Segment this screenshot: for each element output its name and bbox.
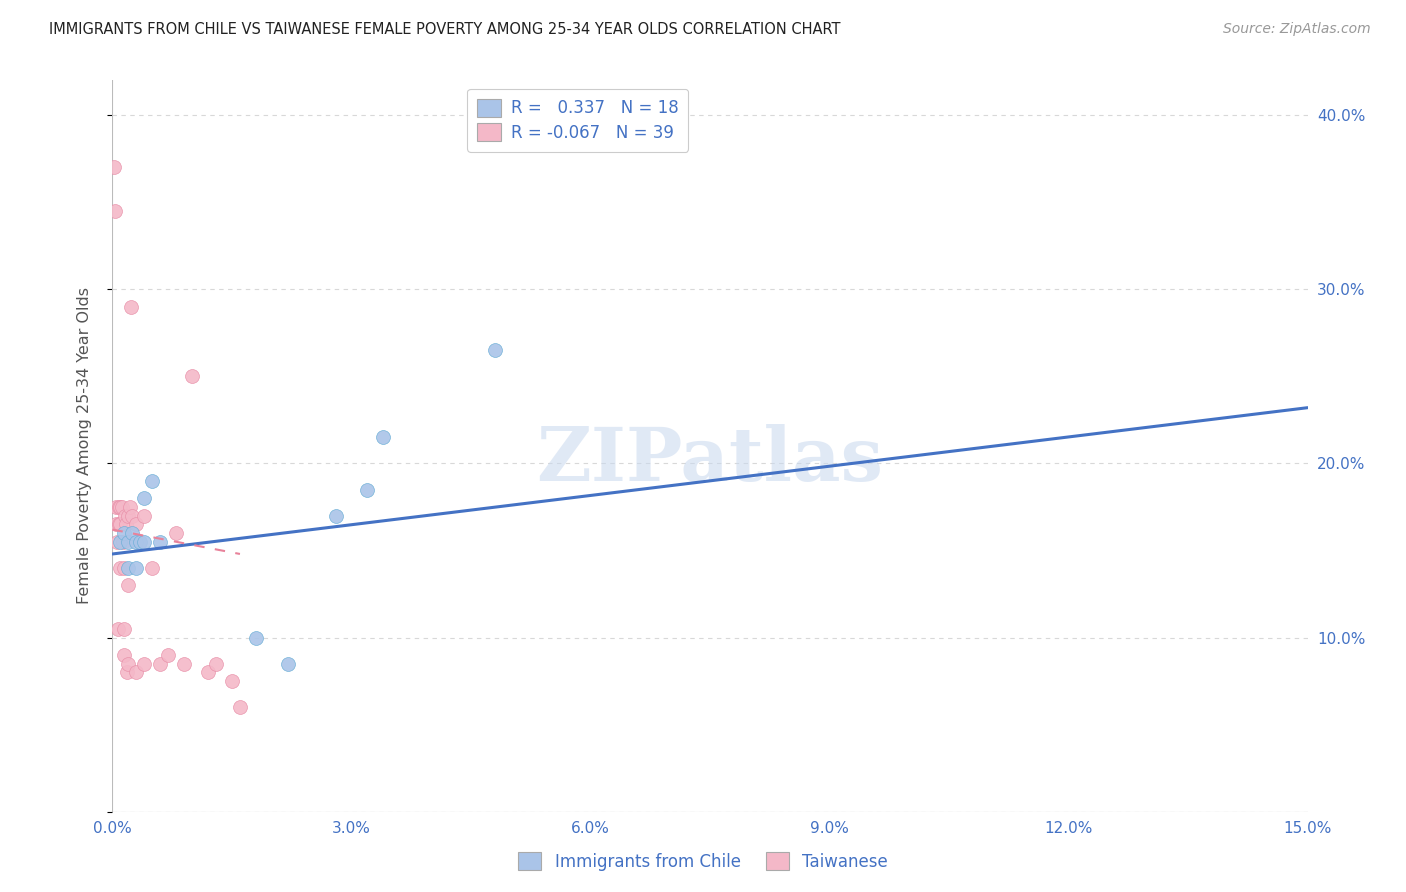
Point [134,534,156,549]
Point [114,622,135,636]
Point [111,500,134,514]
Point [134,508,156,523]
Point [108,517,131,532]
Point [107,622,129,636]
Point [277,657,299,671]
Point [112,561,135,575]
Point [181,369,204,384]
Point [205,657,228,671]
Point [121,526,143,541]
Point [245,631,267,645]
Point [325,508,347,523]
Point [111,534,134,549]
Legend: Immigrants from Chile, Taiwanese: Immigrants from Chile, Taiwanese [509,844,897,880]
Point [115,665,138,680]
Point [129,534,152,549]
Point [114,526,135,541]
Point [118,500,141,514]
Point [117,534,139,549]
Point [125,665,148,680]
Point [108,500,131,514]
Point [115,517,138,532]
Point [114,648,135,662]
Point [173,657,195,671]
Point [373,430,395,444]
Point [197,665,219,680]
Legend: R =   0.337   N = 18, R = -0.067   N = 39: R = 0.337 N = 18, R = -0.067 N = 39 [467,88,689,152]
Point [221,674,243,689]
Point [117,561,139,575]
Point [117,578,139,592]
Point [141,561,163,575]
Point [125,517,148,532]
Point [141,474,163,488]
Point [134,491,156,506]
Point [157,648,180,662]
Point [121,508,143,523]
Point [149,534,172,549]
Point [110,534,132,549]
Point [105,517,128,532]
Point [117,508,139,523]
Point [117,657,139,671]
Point [134,657,156,671]
Point [120,300,142,314]
Point [149,657,172,671]
Point [104,203,127,218]
Point [105,500,128,514]
Text: Source: ZipAtlas.com: Source: ZipAtlas.com [1223,22,1371,37]
Point [125,561,148,575]
Point [110,517,132,532]
Point [110,500,132,514]
Y-axis label: Female Poverty Among 25-34 Year Olds: Female Poverty Among 25-34 Year Olds [77,287,91,605]
Point [125,534,148,549]
Point [108,561,131,575]
Point [356,483,378,497]
Text: ZIPatlas: ZIPatlas [537,424,883,497]
Point [103,161,125,175]
Point [165,526,187,541]
Point [484,343,506,358]
Point [105,534,128,549]
Point [114,508,136,523]
Text: IMMIGRANTS FROM CHILE VS TAIWANESE FEMALE POVERTY AMONG 25-34 YEAR OLDS CORRELAT: IMMIGRANTS FROM CHILE VS TAIWANESE FEMAL… [49,22,841,37]
Point [229,700,252,714]
